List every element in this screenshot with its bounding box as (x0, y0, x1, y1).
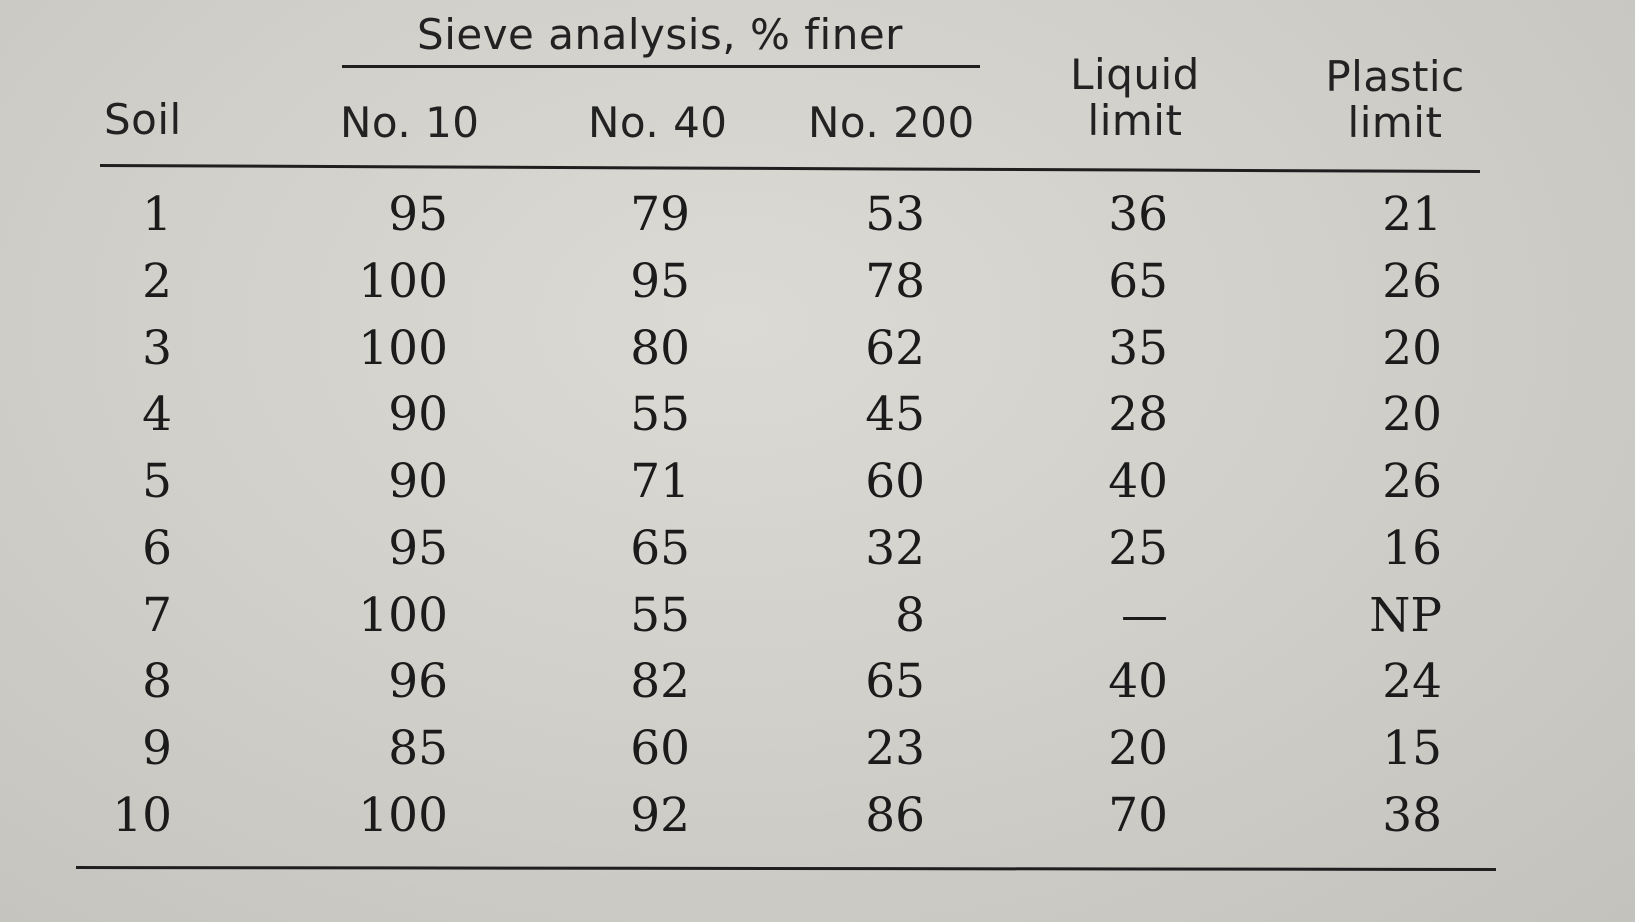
cell-no10: 95 (388, 520, 448, 576)
cell-pl: 16 (1382, 520, 1442, 576)
cell-soil: 2 (142, 253, 172, 309)
cell-no10: 90 (388, 454, 448, 509)
cell-no40: 92 (630, 787, 690, 843)
cell-pl: 38 (1382, 787, 1442, 843)
cell-no200: 23 (865, 721, 925, 776)
cell-no200: 60 (865, 454, 925, 509)
cell-no200: 32 (865, 520, 925, 576)
sieve-analysis-header: Sieve analysis, % finer (417, 10, 903, 59)
cell-no200: 86 (865, 787, 925, 843)
cell-soil: 7 (142, 587, 172, 643)
cell-ll: 70 (1108, 787, 1168, 843)
cell-no200: 8 (895, 587, 925, 643)
header-no40: No. 40 (588, 98, 728, 147)
cell-no10: 100 (358, 587, 448, 643)
table-bottom-rule (75, 866, 1497, 871)
cell-no40: 95 (630, 253, 690, 309)
cell-soil: 6 (142, 520, 172, 576)
cell-no10: 96 (388, 654, 448, 710)
cell-no40: 60 (630, 721, 690, 776)
cell-no40: 55 (630, 387, 690, 443)
cell-no40: 79 (630, 187, 690, 242)
header-liquid-line2: limit (1087, 96, 1183, 145)
group-header-rule (342, 65, 980, 68)
header-bottom-rule (99, 164, 1480, 174)
cell-no10: 95 (388, 187, 448, 242)
cell-pl: 15 (1382, 721, 1442, 776)
cell-no200: 78 (865, 253, 925, 309)
header-liquid-limit: Liquid limit (1040, 52, 1230, 144)
cell-no10: 85 (388, 721, 448, 776)
cell-soil: 3 (142, 320, 172, 376)
cell-pl: 21 (1382, 187, 1442, 242)
header-plastic-limit: Plastic limit (1300, 54, 1490, 146)
cell-no10: 100 (358, 320, 448, 376)
cell-pl: 26 (1382, 253, 1442, 309)
cell-pl: 26 (1382, 454, 1442, 509)
header-no200: No. 200 (808, 98, 975, 147)
cell-soil: 4 (142, 387, 172, 443)
cell-ll: 35 (1108, 320, 1168, 376)
cell-ll: 25 (1108, 520, 1168, 576)
cell-ll: — (1121, 587, 1168, 643)
header-liquid-line1: Liquid (1070, 50, 1200, 99)
header-plastic-line1: Plastic (1325, 52, 1465, 101)
header-plastic-line2: limit (1347, 98, 1443, 147)
cell-ll: 40 (1108, 454, 1168, 509)
cell-no200: 65 (865, 654, 925, 710)
cell-no40: 82 (630, 654, 690, 710)
cell-no10: 100 (358, 253, 448, 309)
cell-ll: 65 (1108, 253, 1168, 309)
cell-no10: 100 (358, 787, 448, 843)
cell-pl: NP (1369, 587, 1442, 643)
cell-no200: 45 (865, 387, 925, 443)
cell-pl: 20 (1382, 387, 1442, 443)
cell-ll: 36 (1108, 187, 1168, 242)
header-soil: Soil (104, 95, 182, 144)
cell-pl: 20 (1382, 320, 1442, 376)
cell-ll: 40 (1108, 654, 1168, 710)
cell-no40: 65 (630, 520, 690, 576)
cell-soil: 8 (142, 654, 172, 710)
cell-soil: 9 (142, 721, 172, 776)
cell-soil: 5 (142, 454, 172, 509)
cell-ll: 20 (1108, 721, 1168, 776)
cell-no10: 90 (388, 387, 448, 443)
cell-ll: 28 (1108, 387, 1168, 443)
cell-no40: 71 (630, 454, 690, 509)
cell-soil: 10 (112, 787, 172, 843)
cell-soil: 1 (142, 187, 172, 242)
header-no10: No. 10 (340, 98, 480, 147)
cell-no200: 53 (865, 187, 925, 242)
cell-no200: 62 (865, 320, 925, 376)
cell-no40: 55 (630, 587, 690, 643)
cell-no40: 80 (630, 320, 690, 376)
cell-pl: 24 (1382, 654, 1442, 710)
